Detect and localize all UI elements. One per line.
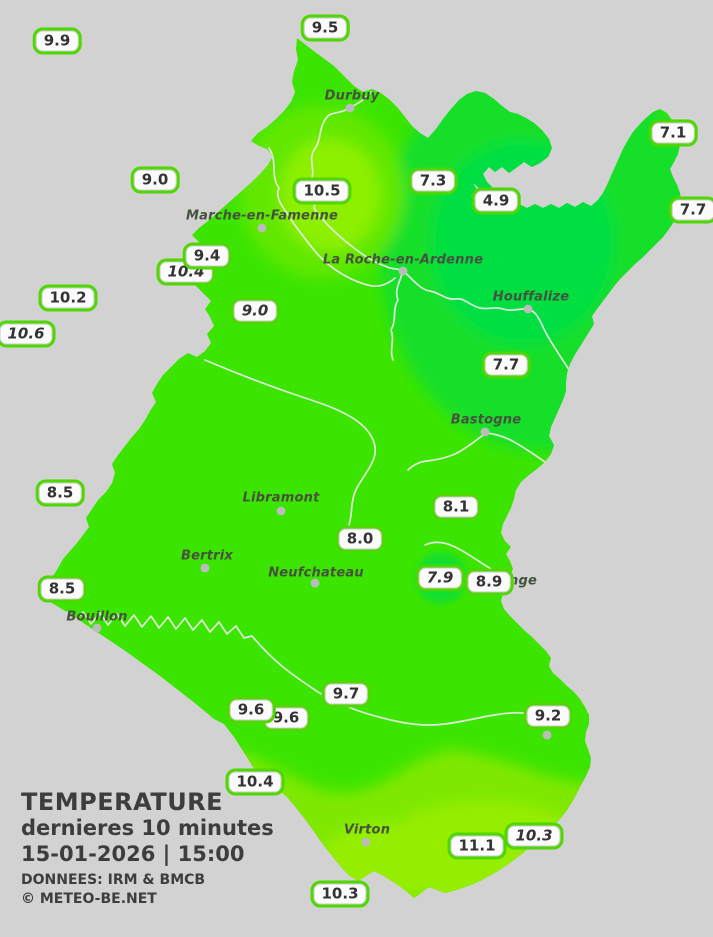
city-label-libramont: Libramont (242, 490, 320, 506)
city-marker (92, 623, 102, 633)
city-marker (276, 506, 286, 516)
temp-label: 7.1 (648, 119, 698, 147)
temp-label: 10.2 (38, 284, 98, 312)
temp-label: 9.9 (32, 27, 82, 55)
map-title-block: TEMPERATURE dernieres 10 minutes 15-01-2… (21, 789, 274, 909)
data-source-label: DONNEES: IRM & BMCB (21, 872, 206, 888)
city-label-virton: Virton (343, 822, 391, 838)
temp-label: 9.0 (130, 166, 180, 194)
city-marker (310, 578, 320, 588)
city-markers (92, 103, 552, 847)
city-label-la-roche-en-ardenne: La Roche-en-Ardenne (322, 252, 484, 268)
city-marker (257, 223, 267, 233)
temp-label: 9.2 (523, 702, 573, 730)
temp-label: 7.9 (415, 564, 465, 592)
temp-label: 4.9 (471, 187, 521, 215)
temp-label: 9.7 (321, 680, 371, 708)
city-marker (523, 304, 533, 314)
temp-label: 10.3 (310, 880, 370, 908)
city-label-marche-en-famenne: Marche-en-Famenne (185, 208, 339, 224)
city-label-bastogne: Bastogne (450, 412, 522, 428)
page-title: TEMPERATURE (21, 788, 224, 816)
temp-label: 10.3 (504, 822, 564, 850)
temp-label: 9.4 (182, 242, 232, 270)
city-label-durbuy: Durbuy (324, 88, 380, 104)
city-label-bouillon: Bouillon (66, 609, 128, 625)
temp-label: 9.6 (226, 696, 276, 724)
temp-label: 10.6 (0, 320, 56, 348)
temp-label: 7.3 (408, 167, 458, 195)
temp-label: 10.5 (292, 177, 352, 205)
city-marker (398, 266, 408, 276)
datetime-label: 15-01-2026 | 15:00 (21, 842, 245, 866)
city-marker (361, 837, 371, 847)
city-marker (200, 563, 210, 573)
temp-label: 8.9 (464, 568, 514, 596)
city-label-neufchateau: Neufchateau (268, 565, 364, 581)
city-label-bertrix: Bertrix (180, 548, 234, 564)
warm-patch-west (56, 343, 148, 383)
city-label-houffalize: Houffalize (492, 289, 570, 305)
city-label-partial: nge (509, 573, 537, 589)
temp-label: 8.0 (335, 525, 385, 553)
temp-label: 10.4 (156, 258, 216, 286)
temp-label: 9.5 (300, 14, 350, 42)
temp-label: 11.1 (447, 832, 507, 860)
temp-label: 8.5 (35, 479, 85, 507)
coldest-core-region (431, 140, 615, 344)
copyright-label: © METEO-BE.NET (21, 891, 157, 907)
page-subtitle: dernieres 10 minutes (21, 816, 274, 840)
temp-label: 10.4 (225, 768, 285, 796)
temp-label: 9.0 (230, 297, 280, 325)
city-marker (345, 103, 355, 113)
temp-label: 7.7 (668, 196, 713, 224)
city-marker (542, 730, 552, 740)
city-marker (480, 427, 490, 437)
temp-label: 7.7 (481, 351, 531, 379)
temp-label: 8.1 (431, 493, 481, 521)
temp-label: 8.5 (37, 575, 87, 603)
